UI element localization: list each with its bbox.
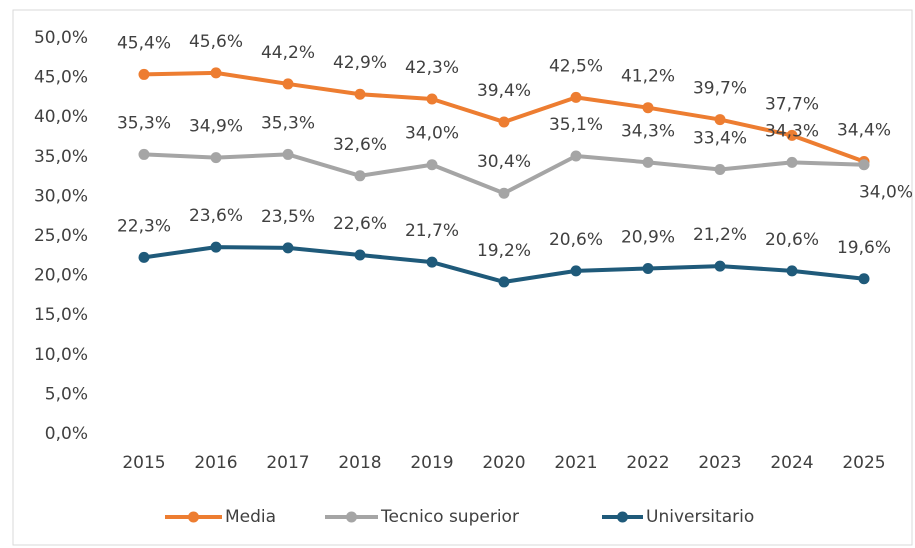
y-tick-label: 35,0% bbox=[34, 147, 88, 167]
data-point bbox=[426, 159, 438, 171]
data-label: 45,6% bbox=[189, 32, 243, 52]
data-label: 23,5% bbox=[261, 207, 315, 227]
x-tick-label: 2020 bbox=[482, 453, 525, 473]
data-label: 19,6% bbox=[837, 238, 891, 258]
data-label: 22,3% bbox=[117, 216, 171, 236]
data-point bbox=[858, 273, 870, 285]
data-point bbox=[282, 148, 294, 160]
legend-marker bbox=[346, 511, 357, 523]
y-tick-label: 50,0% bbox=[34, 28, 88, 48]
data-point bbox=[786, 156, 798, 168]
data-point bbox=[138, 68, 150, 80]
x-tick-label: 2017 bbox=[266, 453, 309, 473]
y-tick-label: 25,0% bbox=[34, 226, 88, 246]
data-label: 39,4% bbox=[477, 81, 531, 101]
legend-label: Media bbox=[225, 507, 276, 527]
data-label: 39,7% bbox=[693, 79, 747, 99]
data-point bbox=[786, 129, 798, 141]
data-point bbox=[210, 152, 222, 164]
data-label: 20,9% bbox=[621, 227, 675, 247]
data-label: 22,6% bbox=[333, 214, 387, 234]
data-point bbox=[210, 241, 222, 253]
data-label: 44,2% bbox=[261, 43, 315, 63]
data-label: 19,2% bbox=[477, 241, 531, 261]
chart-border bbox=[12, 9, 913, 546]
data-point bbox=[210, 67, 222, 79]
data-label: 20,6% bbox=[549, 230, 603, 250]
data-point bbox=[714, 114, 726, 126]
x-tick-label: 2025 bbox=[842, 453, 885, 473]
data-label: 30,4% bbox=[477, 152, 531, 172]
data-label: 34,3% bbox=[765, 121, 819, 141]
y-tick-label: 10,0% bbox=[34, 345, 88, 365]
legend-label: Tecnico superior bbox=[380, 507, 519, 527]
data-point bbox=[642, 262, 654, 274]
data-point bbox=[714, 260, 726, 272]
data-point bbox=[642, 156, 654, 168]
data-label: 34,3% bbox=[621, 121, 675, 141]
data-point bbox=[426, 256, 438, 268]
data-point bbox=[570, 265, 582, 277]
data-label: 23,6% bbox=[189, 206, 243, 226]
x-tick-label: 2022 bbox=[626, 453, 669, 473]
y-tick-label: 40,0% bbox=[34, 107, 88, 127]
data-label: 41,2% bbox=[621, 67, 675, 87]
data-label: 35,1% bbox=[549, 115, 603, 135]
data-point bbox=[570, 150, 582, 162]
x-tick-label: 2024 bbox=[770, 453, 813, 473]
data-point bbox=[498, 116, 510, 128]
data-point bbox=[426, 93, 438, 105]
legend-marker bbox=[188, 511, 199, 523]
x-tick-label: 2016 bbox=[194, 453, 237, 473]
data-label: 35,3% bbox=[261, 113, 315, 133]
data-label: 34,4% bbox=[837, 121, 891, 141]
data-label: 20,6% bbox=[765, 230, 819, 250]
y-tick-label: 15,0% bbox=[34, 305, 88, 325]
data-label: 45,4% bbox=[117, 33, 171, 53]
data-point bbox=[858, 159, 870, 171]
data-point bbox=[354, 249, 366, 261]
data-label: 21,7% bbox=[405, 221, 459, 241]
x-tick-label: 2015 bbox=[122, 453, 165, 473]
x-tick-label: 2023 bbox=[698, 453, 741, 473]
y-tick-label: 30,0% bbox=[34, 186, 88, 206]
x-tick-label: 2019 bbox=[410, 453, 453, 473]
data-point bbox=[282, 78, 294, 90]
y-tick-label: 0,0% bbox=[45, 424, 88, 444]
data-point bbox=[786, 265, 798, 277]
data-point bbox=[570, 91, 582, 103]
data-label: 34,0% bbox=[859, 183, 913, 203]
y-tick-label: 5,0% bbox=[45, 384, 88, 404]
data-point bbox=[282, 242, 294, 254]
data-point bbox=[498, 276, 510, 288]
legend-label: Universitario bbox=[646, 507, 754, 527]
x-tick-label: 2021 bbox=[554, 453, 597, 473]
data-point bbox=[138, 148, 150, 160]
data-label: 21,2% bbox=[693, 225, 747, 245]
data-label: 42,3% bbox=[405, 58, 459, 78]
data-point bbox=[498, 187, 510, 199]
data-label: 33,4% bbox=[693, 128, 747, 148]
data-label: 42,9% bbox=[333, 53, 387, 73]
data-label: 34,9% bbox=[189, 117, 243, 137]
data-label: 35,3% bbox=[117, 113, 171, 133]
data-label: 32,6% bbox=[333, 135, 387, 155]
data-label: 42,5% bbox=[549, 56, 603, 76]
data-point bbox=[354, 170, 366, 182]
data-point bbox=[138, 251, 150, 263]
x-tick-label: 2018 bbox=[338, 453, 381, 473]
data-label: 34,0% bbox=[405, 124, 459, 144]
data-point bbox=[714, 163, 726, 175]
y-tick-label: 20,0% bbox=[34, 266, 88, 286]
data-label: 37,7% bbox=[765, 94, 819, 114]
data-point bbox=[642, 102, 654, 114]
y-tick-label: 45,0% bbox=[34, 68, 88, 88]
legend-marker bbox=[617, 511, 628, 523]
data-point bbox=[354, 88, 366, 100]
